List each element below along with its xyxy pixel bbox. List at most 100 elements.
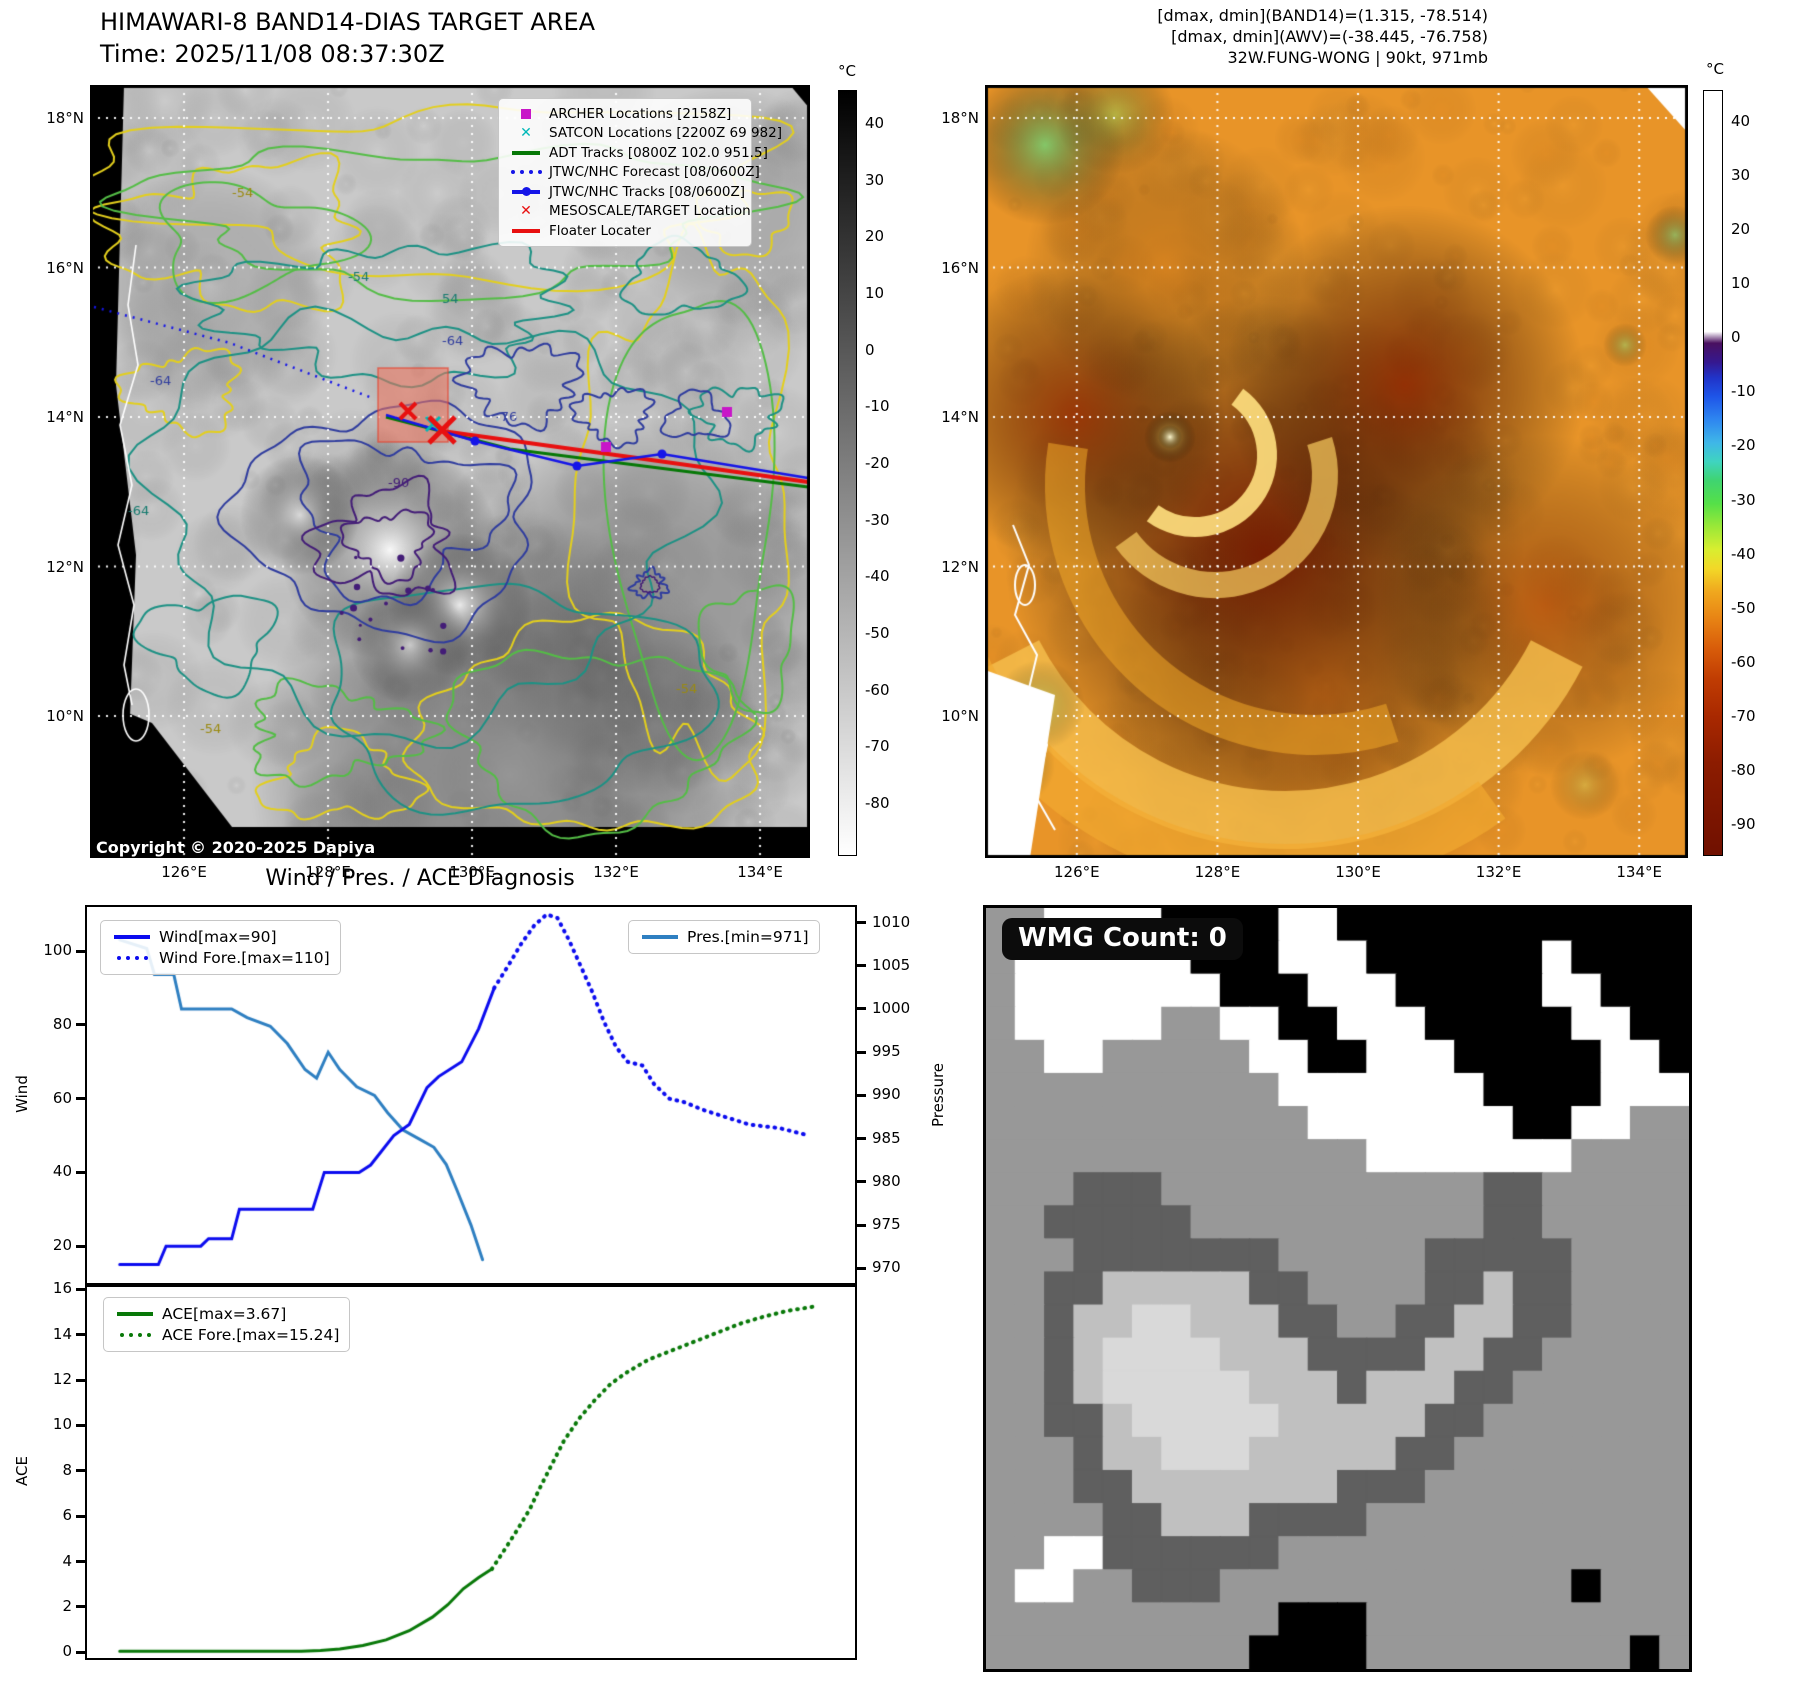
legend-entry-label: JTWC/NHC Forecast [08/0600Z] — [549, 164, 760, 181]
pressure-tick-mark — [857, 921, 866, 925]
ace-tick-label: 16 — [52, 1279, 72, 1298]
y-tick-label: 18°N — [46, 109, 84, 127]
x-tick-label: 132°E — [1475, 863, 1522, 881]
colorbar-tick-label: -70 — [1731, 706, 1756, 725]
wind-tick-label: 80 — [52, 1014, 72, 1033]
pressure-tick-label: 990 — [872, 1085, 901, 1104]
colorbar-tick-label: 0 — [865, 340, 875, 359]
ace-tick-mark — [76, 1333, 85, 1337]
wind-tick-mark — [76, 1023, 85, 1027]
wind-tick-label: 40 — [52, 1162, 72, 1181]
colorbar-tick-label: 40 — [865, 114, 885, 132]
line-marker-icon — [507, 151, 545, 155]
legend-entry-label: Wind Fore.[max=110] — [159, 949, 330, 968]
ace-tick-label: 2 — [62, 1596, 72, 1615]
legend-entry: JTWC/NHC Tracks [08/0600Z] — [507, 182, 745, 202]
colorbar-tick-label: -60 — [1731, 652, 1756, 671]
pressure-axis-label: Pressure — [929, 1062, 947, 1128]
legend-entry-label: Wind[max=90] — [159, 927, 277, 946]
y-tick-label: 10°N — [46, 706, 84, 725]
colorbar-tick-label: -20 — [865, 454, 890, 473]
colorbar-tick-label: -50 — [865, 624, 890, 643]
y-tick-label: 18°N — [941, 109, 979, 127]
colorbar-tick-label: 10 — [865, 284, 885, 302]
ace-tick-label: 12 — [52, 1370, 72, 1389]
pressure-tick-label: 975 — [872, 1215, 901, 1234]
line-marker-icon — [109, 935, 155, 939]
linedot-marker-icon — [507, 187, 545, 197]
dotted-marker-icon — [507, 170, 545, 175]
pressure-tick-mark — [857, 1137, 866, 1141]
colorbar-tick-label: -60 — [865, 680, 890, 699]
pressure-tick-label: 1005 — [872, 955, 911, 974]
x-tick-label: 126°E — [161, 863, 207, 881]
x-tick-label: 128°E — [1194, 863, 1241, 881]
pressure-tick-label: 970 — [872, 1258, 901, 1277]
y-tick-label: 10°N — [941, 706, 979, 725]
pressure-tick-mark — [857, 964, 866, 968]
x-tick-label: 134°E — [737, 863, 783, 881]
pressure-tick-mark — [857, 1007, 866, 1011]
x-tick-label: 132°E — [593, 863, 639, 881]
wmg-count-badge: WMG Count: 0 — [1002, 918, 1243, 960]
wind-tick-mark — [76, 1097, 85, 1101]
wind-tick-mark — [76, 949, 85, 953]
colorbar-tick-label: -30 — [865, 510, 890, 529]
band14-timestamp: Time: 2025/11/08 08:37:30Z — [100, 40, 445, 68]
diagnosis-chart-canvas — [85, 905, 857, 1660]
pressure-tick-mark — [857, 1093, 866, 1097]
colorbar-tick-label: -10 — [1731, 382, 1756, 401]
legend-entry: ARCHER Locations [2158Z] — [507, 104, 741, 124]
legend-entry: ACE[max=3.67] — [112, 1303, 339, 1325]
wind-tick-mark — [76, 1244, 85, 1248]
colorbar-tick-label: -40 — [1731, 544, 1756, 563]
y-tick-label: 16°N — [941, 258, 979, 277]
pressure-tick-label: 1000 — [872, 998, 911, 1017]
storm-id-intensity: 32W.FUNG-WONG | 90kt, 971mb — [1227, 48, 1488, 67]
legend-entry: Wind Fore.[max=110] — [109, 948, 330, 970]
colorbar-tick-label: 30 — [1731, 166, 1751, 185]
colorbar-tick-label: -10 — [865, 397, 890, 416]
band14-colorbar-unit: °C — [838, 62, 856, 80]
awv-dmax-band14: [dmax, dmin](BAND14)=(1.315, -78.514) — [1157, 6, 1488, 25]
legend-entry: ✕ SATCON Locations [2200Z 69 982] — [507, 124, 782, 144]
pressure-tick-mark — [857, 1266, 866, 1270]
ace-tick-mark — [76, 1469, 85, 1473]
legend-entry: Wind[max=90] — [109, 926, 330, 948]
awv-colorbar-unit: °C — [1706, 60, 1724, 78]
band14-colorbar — [838, 90, 857, 856]
y-tick-label: 16°N — [46, 258, 84, 277]
pressure-tick-label: 1010 — [872, 912, 911, 931]
x-tick-label: 130°E — [1335, 863, 1381, 881]
colorbar-tick-label: -30 — [1731, 490, 1756, 509]
ace-tick-mark — [76, 1514, 85, 1518]
y-tick-label: 14°N — [941, 408, 979, 426]
x-marker-icon: ✕ — [520, 203, 532, 220]
band14-title: HIMAWARI-8 BAND14-DIAS TARGET AREA — [100, 8, 596, 36]
ace-tick-label: 6 — [62, 1506, 72, 1525]
pressure-tick-mark — [857, 1180, 866, 1184]
ace-tick-label: 10 — [52, 1415, 72, 1434]
ace-tick-label: 8 — [62, 1460, 72, 1479]
legend-entry-label: SATCON Locations [2200Z 69 982] — [549, 125, 782, 142]
band14-map-legend: ARCHER Locations [2158Z] ✕ SATCON Location… — [498, 98, 782, 247]
colorbar-tick-label: 20 — [1731, 220, 1751, 239]
colorbar-tick-label: -90 — [1731, 815, 1756, 834]
ace-legend: ACE[max=3.67] ACE Fore.[max=15.24] — [103, 1297, 351, 1352]
copyright-text: Copyright © 2020-2025 Dapiya — [96, 838, 376, 857]
pressure-tick-mark — [857, 1223, 866, 1227]
legend-entry-label: ARCHER Locations [2158Z] — [549, 105, 732, 122]
colorbar-tick-label: 20 — [865, 227, 885, 246]
x-tick-label: 130°E — [449, 863, 495, 881]
x-marker-icon: ✕ — [520, 125, 532, 142]
awv-dmax-awv: [dmax, dmin](AWV)=(-38.445, -76.758) — [1171, 27, 1488, 46]
legend-entry: ACE Fore.[max=15.24] — [112, 1325, 339, 1347]
ace-tick-mark — [76, 1287, 85, 1291]
pressure-tick-label: 995 — [872, 1042, 901, 1061]
legend-entry: ADT Tracks [0800Z 102.0 951.5] — [507, 143, 768, 163]
legend-entry: Pres.[min=971] — [637, 926, 809, 948]
colorbar-tick-label: -40 — [865, 567, 890, 586]
x-tick-label: 128°E — [305, 863, 351, 881]
dotted-marker-icon — [109, 956, 155, 961]
legend-entry-label: ACE Fore.[max=15.24] — [162, 1326, 340, 1345]
